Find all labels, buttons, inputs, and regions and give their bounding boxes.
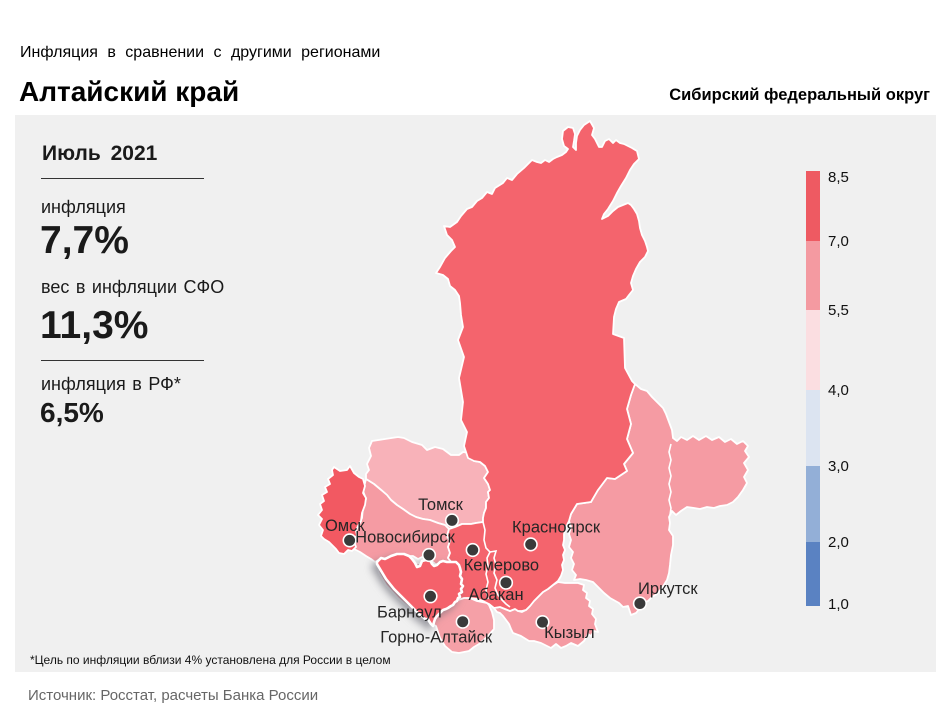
svg-text:Новосибирск: Новосибирск — [355, 529, 455, 547]
svg-text:Иркутск: Иркутск — [638, 580, 698, 598]
svg-text:Кемерово: Кемерово — [464, 557, 539, 575]
svg-text:Абакан: Абакан — [468, 586, 523, 604]
svg-text:Красноярск: Красноярск — [512, 519, 601, 537]
svg-text:Томск: Томск — [418, 496, 464, 514]
svg-text:Омск: Омск — [325, 517, 365, 535]
svg-text:Кызыл: Кызыл — [544, 624, 595, 642]
svg-text:Барнаул: Барнаул — [377, 604, 442, 622]
svg-text:Горно-Алтайск: Горно-Алтайск — [380, 629, 493, 647]
